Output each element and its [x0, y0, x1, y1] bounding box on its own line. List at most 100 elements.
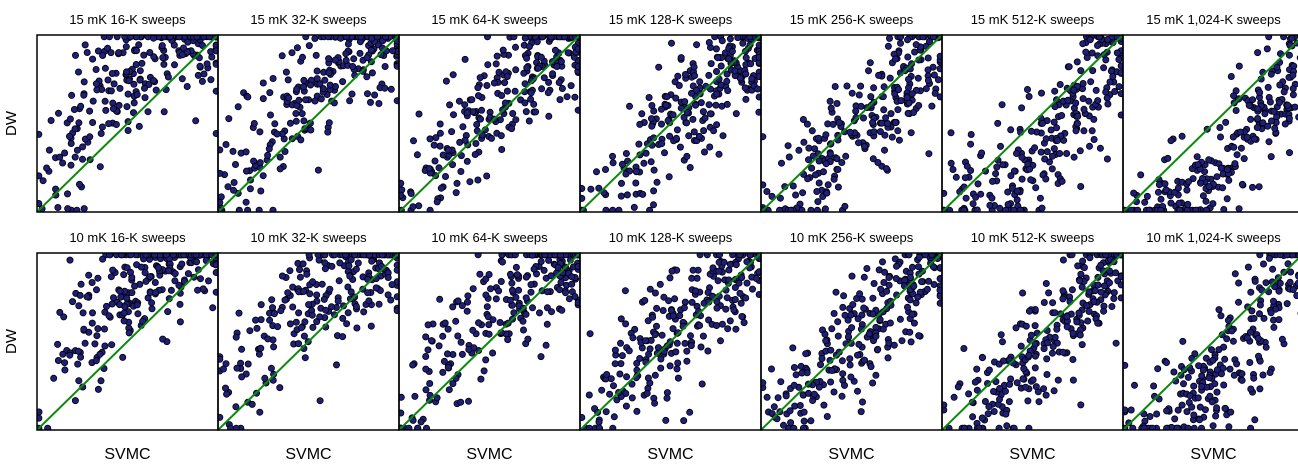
data-point	[821, 330, 829, 338]
data-point	[1059, 348, 1067, 356]
data-point	[1246, 358, 1254, 366]
data-point	[1209, 200, 1217, 208]
data-point	[1275, 316, 1283, 324]
data-point	[94, 274, 102, 282]
data-point	[77, 280, 85, 288]
data-point	[45, 146, 53, 154]
data-point	[929, 263, 937, 271]
data-point	[1048, 165, 1056, 173]
data-point	[1243, 334, 1251, 342]
data-point	[1054, 376, 1062, 384]
data-point	[1270, 107, 1278, 115]
data-point	[854, 315, 862, 323]
data-point	[990, 387, 998, 395]
data-point	[886, 74, 894, 82]
data-point	[556, 286, 564, 294]
data-point	[735, 279, 743, 287]
data-point	[1032, 184, 1040, 192]
data-point	[44, 424, 52, 430]
data-point	[136, 67, 144, 75]
data-point	[1163, 407, 1171, 415]
data-point	[661, 149, 669, 157]
data-point	[712, 101, 720, 109]
data-point	[1086, 254, 1094, 262]
data-point	[960, 206, 968, 212]
data-point	[339, 314, 347, 322]
data-point	[56, 308, 64, 316]
data-point	[815, 157, 823, 165]
data-point	[140, 51, 148, 59]
data-point	[433, 394, 441, 402]
data-point	[1031, 322, 1039, 330]
data-point	[74, 347, 82, 355]
data-point	[618, 352, 626, 360]
data-point	[814, 198, 822, 206]
data-point	[742, 70, 750, 78]
data-point	[267, 364, 275, 372]
data-point	[705, 101, 713, 109]
data-point	[357, 35, 365, 41]
data-point	[717, 62, 725, 70]
data-point	[886, 35, 893, 42]
data-point	[72, 51, 80, 59]
data-point	[482, 356, 490, 364]
data-point	[626, 102, 634, 110]
data-point	[723, 100, 731, 108]
data-point	[259, 79, 267, 87]
data-point	[89, 55, 97, 63]
data-point	[506, 270, 514, 278]
data-point	[1063, 313, 1071, 321]
data-point	[973, 206, 981, 212]
data-point	[328, 262, 336, 270]
data-point	[483, 303, 491, 311]
data-point	[342, 253, 350, 259]
data-point	[146, 49, 154, 57]
data-point	[66, 115, 74, 123]
data-point	[295, 96, 303, 104]
data-point	[503, 73, 511, 81]
data-point	[70, 106, 78, 114]
data-point	[1254, 105, 1262, 113]
data-point	[821, 205, 829, 212]
data-point	[327, 303, 335, 311]
panel-plot-area	[399, 35, 580, 212]
data-point	[472, 139, 480, 147]
data-point	[1208, 346, 1216, 354]
data-point	[1106, 267, 1114, 275]
data-point	[171, 270, 179, 278]
data-point	[354, 259, 362, 267]
data-point	[252, 316, 260, 324]
data-point	[1039, 119, 1047, 127]
data-point	[923, 285, 931, 293]
data-point	[1068, 253, 1076, 259]
data-point	[878, 119, 886, 127]
data-point	[66, 132, 74, 140]
data-point	[724, 87, 732, 95]
data-point	[1174, 184, 1182, 192]
data-point	[152, 86, 160, 94]
data-point	[846, 355, 854, 363]
data-point	[316, 397, 324, 405]
x-axis-label: SVMC	[828, 446, 874, 463]
data-point	[301, 354, 309, 362]
data-point	[632, 179, 640, 187]
data-point	[160, 108, 168, 116]
data-point	[691, 72, 699, 80]
data-point	[150, 35, 157, 42]
data-point	[915, 332, 923, 340]
data-point	[671, 295, 679, 303]
data-point	[184, 270, 192, 278]
data-point	[849, 301, 857, 309]
data-point	[485, 330, 493, 338]
data-point	[183, 83, 191, 91]
data-point	[618, 179, 626, 187]
scatter-panel: 15 mK 32-K sweeps	[217, 12, 400, 213]
panel-plot-area	[218, 253, 399, 430]
data-point	[887, 110, 895, 118]
data-point	[677, 104, 685, 112]
data-point	[348, 90, 356, 98]
data-point	[427, 337, 435, 345]
data-point	[352, 302, 360, 310]
data-point	[1127, 206, 1135, 212]
data-point	[680, 417, 688, 425]
